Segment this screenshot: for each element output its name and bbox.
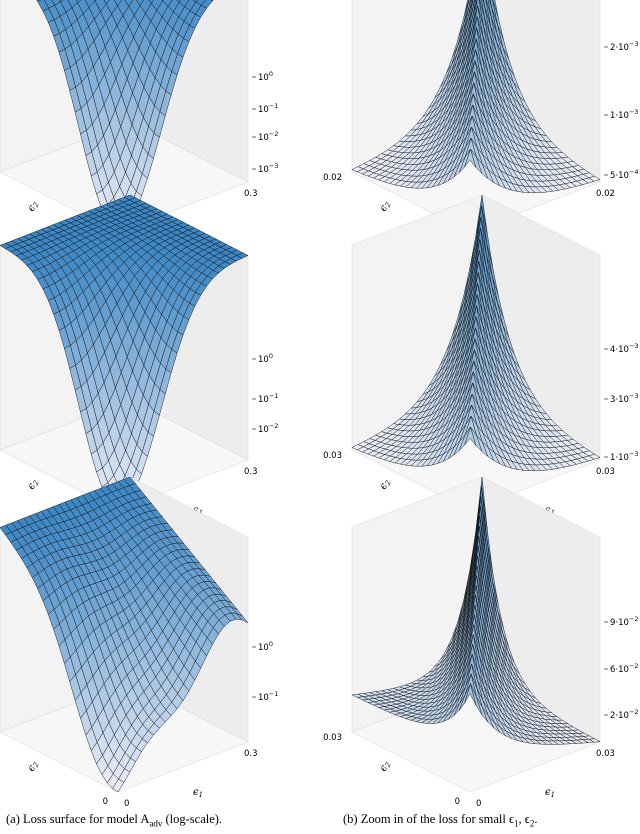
surface-panel-a-row1: 00.300.3ϵ1ϵ210010−110−210−3 [0,0,278,249]
z-tick-label: 10−2 [258,422,278,435]
y-tick-label: 0 [103,797,108,807]
z-tick-label: 10−1 [258,690,278,703]
x-tick-label: 0.3 [244,189,258,199]
surface-panel-b-row3: 0 0.03 0 0.03 ϵ1 ϵ2 9·10−2 6·10−2 2·10−2 [323,476,639,809]
z-tick-label: 100 [258,352,273,365]
y-axis-label: ϵ2 [26,199,41,214]
x-tick-label: 0.02 [596,189,615,199]
x-tick-label: 0.3 [244,749,258,759]
surface-mesh [351,476,601,745]
z-tick-label: 10−1 [258,102,278,115]
surface-mesh [36,0,214,233]
x-tick-label: 0.03 [596,467,615,477]
surface-mesh [0,194,249,511]
surface-panel-b-row1: 00.0200.02ϵ1ϵ22·10−31·10−35·10−4 [323,0,639,249]
surface-mesh [351,194,601,472]
surface-mesh [351,0,601,194]
z-tick-label: 1·10−3 [610,450,639,463]
x-tick-label: 0.03 [596,749,615,759]
y-axis-label: ϵ2 [378,759,393,774]
y-axis-label: ϵ2 [26,477,41,492]
surface-panel-a-row2: 00.300.3ϵ1ϵ210010−110−2 [0,194,278,527]
x-axis-label: ϵ1 [545,787,555,799]
caption-a: (a) Loss surface for model Aadv (log-sca… [6,812,223,829]
z-tick-label: 1·10−3 [610,108,639,121]
z-tick-label: 4·10−3 [610,342,639,355]
surface-mesh [0,476,249,793]
x-tick-label: 0.3 [244,467,258,477]
z-tick-label: 100 [258,640,273,653]
z-tick-label: 10−1 [258,392,278,405]
y-tick-label: 0 [455,797,460,807]
y-axis-label: ϵ2 [378,477,393,492]
x-axis-label: ϵ1 [193,787,203,799]
surface-panel-a-row3: 00.300.3ϵ1ϵ210010−1 [0,476,278,809]
z-tick-label: 10−3 [258,162,278,175]
y-tick-label: 0.03 [323,733,342,743]
z-tick-label: 9·10−2 [610,615,639,628]
y-tick-label: 0.02 [323,173,342,183]
caption-b: (b) Zoom in of the loss for small ϵ1, ϵ2… [343,812,538,829]
z-tick-label: 3·10−3 [610,392,639,405]
z-tick-label: 100 [258,70,273,83]
z-tick-label: 2·10−3 [610,40,639,53]
z-tick-label: 6·10−2 [610,662,639,675]
x-tick-label: 0 [124,799,129,809]
z-tick-label: 10−2 [258,130,278,143]
z-tick-label: 5·10−4 [610,168,639,181]
x-tick-label: 0 [476,799,481,809]
y-axis-label: ϵ2 [26,759,41,774]
z-tick-label: 2·10−2 [610,708,639,721]
y-tick-label: 0.03 [323,451,342,461]
y-axis-label: ϵ2 [378,199,393,214]
